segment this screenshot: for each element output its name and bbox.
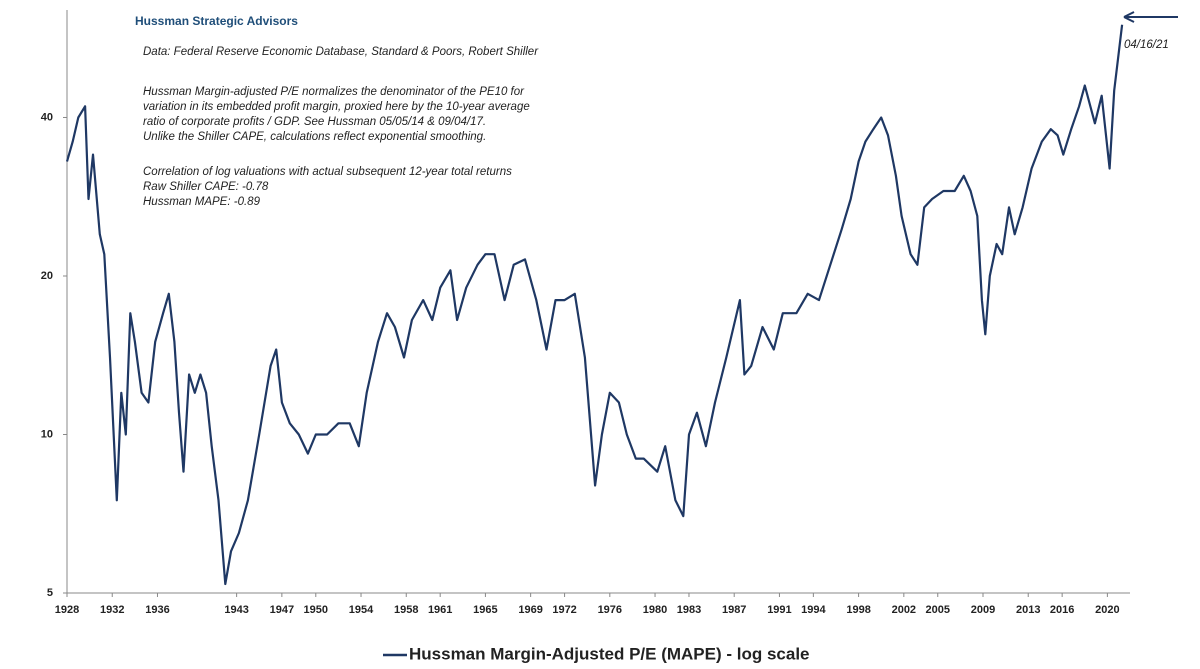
y-tick-label: 40 <box>41 111 53 123</box>
x-tick-label: 1998 <box>846 604 870 616</box>
x-tick-label: 1928 <box>55 604 79 616</box>
x-tick-label: 1936 <box>145 604 169 616</box>
x-tick-label: 2005 <box>926 604 950 616</box>
x-tick-label: 2013 <box>1016 604 1040 616</box>
x-tick-label: 2016 <box>1050 604 1074 616</box>
note: variation in its embedded profit margin,… <box>143 101 530 113</box>
x-tick-label: 1961 <box>428 604 452 616</box>
x-tick-label: 1954 <box>349 604 374 616</box>
x-tick-label: 2002 <box>892 604 916 616</box>
note: Hussman MAPE: -0.89 <box>143 196 261 208</box>
y-tick-label: 5 <box>47 587 53 599</box>
x-tick-label: 1972 <box>552 604 576 616</box>
x-tick-label: 1994 <box>801 604 826 616</box>
x-tick-label: 1987 <box>722 604 746 616</box>
x-tick-label: 1932 <box>100 604 124 616</box>
x-tick-label: 1950 <box>304 604 328 616</box>
data-line <box>65 24 1124 586</box>
note: Correlation of log valuations with actua… <box>143 166 512 178</box>
y-tick-label: 20 <box>41 270 53 282</box>
x-tick-label: 2009 <box>971 604 995 616</box>
chart-title: Hussman Strategic Advisors <box>135 14 298 28</box>
note: Unlike the Shiller CAPE, calculations re… <box>143 131 486 143</box>
note: Raw Shiller CAPE: -0.78 <box>143 181 269 193</box>
annotation: 04/16/21 <box>1124 39 1169 51</box>
x-tick-label: 1991 <box>767 604 791 616</box>
annotation-arrow <box>1123 11 1178 23</box>
x-tick-label: 1947 <box>270 604 294 616</box>
note: Data: Federal Reserve Economic Database,… <box>143 46 539 58</box>
y-tick-label: 10 <box>41 428 53 440</box>
x-tick-label: 1969 <box>518 604 542 616</box>
x-tick-label: 1980 <box>643 604 667 616</box>
x-tick-label: 2020 <box>1095 604 1119 616</box>
x-tick-label: 1976 <box>598 604 622 616</box>
note: ratio of corporate profits / GDP. See Hu… <box>143 116 486 128</box>
x-tick-label: 1965 <box>473 604 497 616</box>
note: Hussman Margin-adjusted P/E normalizes t… <box>143 86 525 98</box>
x-tick-label: 1943 <box>224 604 248 616</box>
legend-label: Hussman Margin-Adjusted P/E (MAPE) - log… <box>409 644 810 663</box>
x-tick-label: 1983 <box>677 604 701 616</box>
x-tick-label: 1958 <box>394 604 418 616</box>
